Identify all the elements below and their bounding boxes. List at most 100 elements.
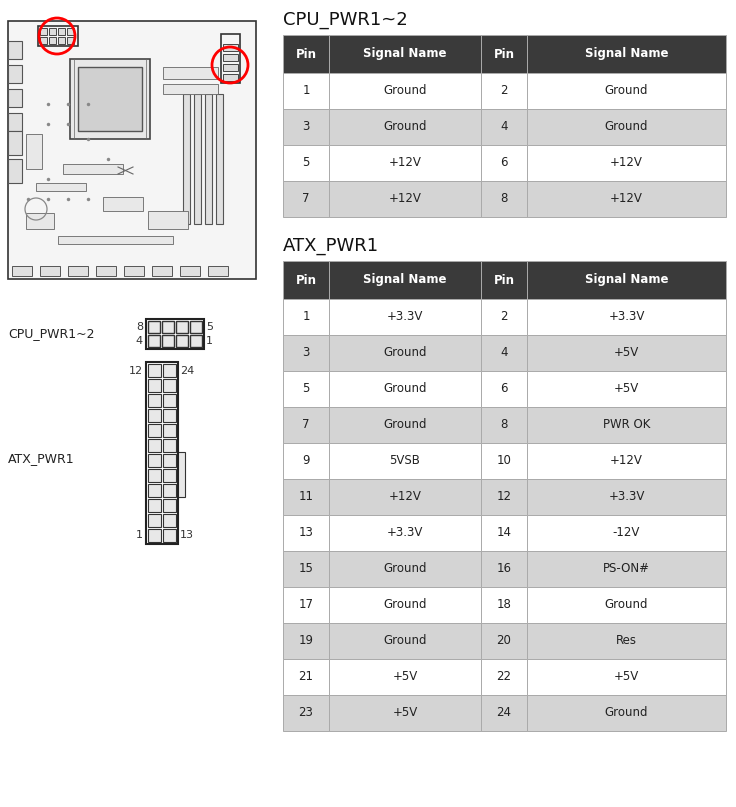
Bar: [148, 529, 161, 542]
Text: Ground: Ground: [383, 85, 427, 98]
Bar: [481, 695, 527, 731]
Bar: [8, 131, 22, 155]
Bar: [26, 213, 54, 229]
Bar: [176, 321, 188, 333]
Bar: [180, 266, 200, 276]
Bar: [527, 181, 726, 217]
Bar: [527, 145, 726, 181]
Bar: [527, 35, 726, 73]
Text: 3: 3: [302, 346, 310, 359]
Bar: [152, 266, 172, 276]
Bar: [283, 145, 329, 181]
Bar: [148, 379, 161, 392]
Bar: [329, 623, 481, 659]
Bar: [163, 364, 176, 377]
Bar: [190, 335, 202, 347]
Bar: [163, 454, 176, 467]
Bar: [283, 623, 329, 659]
Text: Pin: Pin: [494, 48, 514, 61]
Bar: [190, 321, 202, 333]
Bar: [527, 695, 726, 731]
Bar: [481, 659, 527, 695]
Text: +12V: +12V: [389, 157, 422, 169]
Text: +3.3V: +3.3V: [609, 311, 645, 324]
Text: 6: 6: [500, 157, 508, 169]
Bar: [148, 364, 161, 377]
Text: Pin: Pin: [295, 48, 316, 61]
Bar: [329, 371, 481, 407]
Bar: [78, 67, 142, 131]
Bar: [49, 28, 56, 35]
Text: +5V: +5V: [392, 706, 417, 720]
Text: Signal Name: Signal Name: [584, 48, 668, 61]
Text: Ground: Ground: [383, 634, 427, 647]
Bar: [8, 159, 22, 183]
Text: ATX_PWR1: ATX_PWR1: [8, 453, 74, 466]
Text: Ground: Ground: [383, 419, 427, 432]
Text: 12: 12: [129, 366, 143, 375]
Bar: [216, 94, 223, 224]
Bar: [283, 335, 329, 371]
Bar: [283, 299, 329, 335]
Bar: [527, 659, 726, 695]
Bar: [148, 394, 161, 407]
Bar: [148, 499, 161, 512]
Bar: [163, 514, 176, 527]
Bar: [148, 321, 160, 333]
Bar: [183, 94, 190, 224]
Text: 23: 23: [299, 706, 314, 720]
Text: 11: 11: [299, 491, 314, 504]
Text: +3.3V: +3.3V: [609, 491, 645, 504]
Bar: [58, 28, 65, 35]
Bar: [527, 587, 726, 623]
Bar: [208, 266, 228, 276]
Bar: [8, 41, 22, 59]
Text: Ground: Ground: [605, 85, 648, 98]
Bar: [163, 484, 176, 497]
Text: Ground: Ground: [605, 120, 648, 133]
Bar: [527, 299, 726, 335]
Text: 1: 1: [302, 311, 310, 324]
Text: +5V: +5V: [614, 383, 639, 395]
Bar: [283, 109, 329, 145]
Bar: [162, 335, 174, 347]
Text: CPU_PWR1~2: CPU_PWR1~2: [8, 328, 94, 341]
Text: Signal Name: Signal Name: [364, 48, 447, 61]
Bar: [481, 407, 527, 443]
Text: 13: 13: [180, 530, 194, 541]
Bar: [221, 34, 240, 83]
Bar: [481, 35, 527, 73]
Bar: [481, 73, 527, 109]
Text: PWR OK: PWR OK: [603, 419, 650, 432]
Bar: [40, 266, 60, 276]
Bar: [481, 261, 527, 299]
Text: +3.3V: +3.3V: [387, 311, 423, 324]
Bar: [63, 164, 123, 174]
Bar: [329, 261, 481, 299]
Bar: [58, 236, 173, 244]
Bar: [329, 35, 481, 73]
Bar: [49, 37, 56, 44]
Bar: [481, 623, 527, 659]
Text: Ground: Ground: [383, 383, 427, 395]
Text: 1: 1: [136, 530, 143, 541]
Bar: [38, 26, 78, 46]
Bar: [163, 424, 176, 437]
Text: 1: 1: [302, 85, 310, 98]
Bar: [283, 261, 329, 299]
Text: +12V: +12V: [389, 491, 422, 504]
Text: +12V: +12V: [610, 193, 643, 206]
Text: 20: 20: [497, 634, 512, 647]
Bar: [481, 109, 527, 145]
Bar: [163, 67, 218, 79]
Text: Ground: Ground: [383, 562, 427, 575]
Text: Ground: Ground: [383, 599, 427, 612]
Bar: [329, 443, 481, 479]
Text: 5: 5: [302, 157, 310, 169]
Bar: [163, 499, 176, 512]
Text: +5V: +5V: [392, 671, 417, 684]
Bar: [223, 64, 238, 71]
Text: 4: 4: [500, 120, 508, 133]
Bar: [148, 484, 161, 497]
Bar: [329, 551, 481, 587]
